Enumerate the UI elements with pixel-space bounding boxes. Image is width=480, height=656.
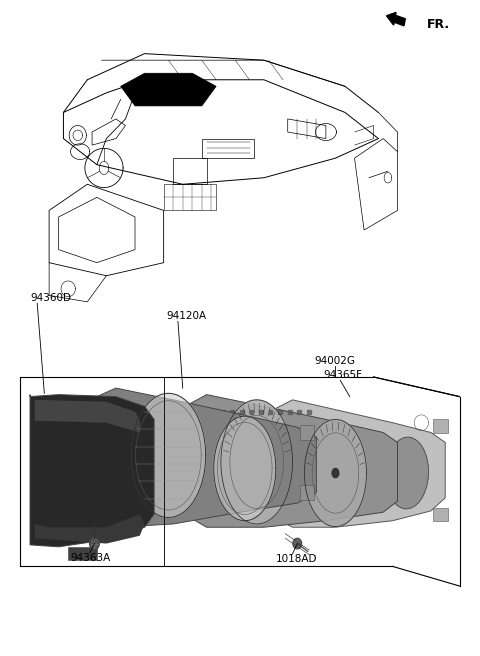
Polygon shape: [214, 416, 276, 521]
Polygon shape: [211, 410, 215, 414]
Polygon shape: [281, 413, 295, 426]
Text: 1018AD: 1018AD: [276, 554, 317, 564]
Ellipse shape: [385, 437, 429, 509]
Polygon shape: [433, 419, 447, 432]
Polygon shape: [131, 394, 205, 518]
Text: 94363A: 94363A: [71, 553, 111, 563]
Text: 94365F: 94365F: [324, 370, 362, 380]
Polygon shape: [281, 498, 295, 511]
Polygon shape: [188, 395, 397, 527]
Polygon shape: [95, 405, 109, 420]
Polygon shape: [250, 410, 253, 414]
Polygon shape: [300, 424, 314, 440]
Polygon shape: [288, 410, 291, 414]
Text: FR.: FR.: [427, 18, 450, 31]
Polygon shape: [253, 457, 261, 467]
Polygon shape: [281, 436, 314, 482]
Polygon shape: [259, 410, 263, 414]
FancyArrow shape: [386, 12, 405, 26]
Polygon shape: [297, 410, 301, 414]
Polygon shape: [30, 395, 154, 547]
Polygon shape: [35, 514, 144, 544]
Polygon shape: [97, 388, 316, 527]
Text: 94002G: 94002G: [314, 356, 355, 366]
Polygon shape: [278, 410, 282, 414]
Polygon shape: [120, 73, 216, 106]
Text: 94120A: 94120A: [166, 312, 206, 321]
Polygon shape: [300, 485, 314, 501]
Polygon shape: [433, 508, 447, 521]
Polygon shape: [230, 410, 234, 414]
Polygon shape: [221, 400, 292, 524]
Polygon shape: [35, 400, 140, 432]
Text: 94360D: 94360D: [30, 293, 71, 303]
Polygon shape: [95, 490, 109, 506]
Polygon shape: [90, 538, 99, 550]
Polygon shape: [68, 547, 97, 560]
Polygon shape: [332, 468, 339, 478]
Ellipse shape: [309, 422, 362, 508]
Polygon shape: [304, 419, 366, 527]
Polygon shape: [293, 539, 301, 549]
Polygon shape: [269, 410, 273, 414]
Polygon shape: [221, 410, 225, 414]
Polygon shape: [307, 410, 311, 414]
Polygon shape: [274, 400, 445, 527]
Polygon shape: [240, 410, 244, 414]
